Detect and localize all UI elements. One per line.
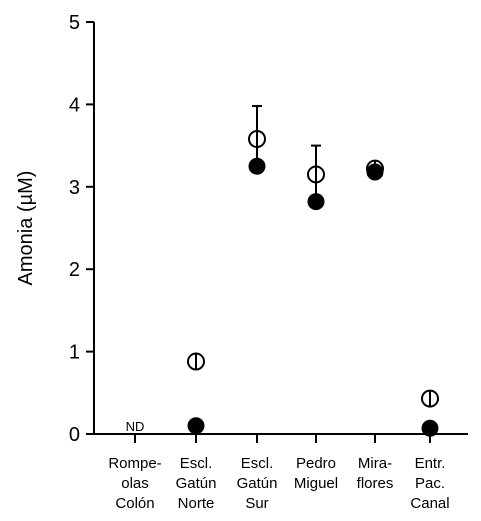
y-tick-label: 3 [69, 177, 80, 199]
y-ticks: 0 1 2 3 4 5 [69, 12, 94, 446]
y-tick-label: 2 [69, 259, 80, 281]
data-points [187, 130, 439, 437]
x-tick-label: Gatún [237, 475, 278, 492]
x-tick-label: Rompe- [108, 455, 161, 472]
x-tick-label: Escl. [241, 455, 274, 472]
x-tick-label: Norte [178, 495, 215, 512]
filled-circle-point [307, 193, 325, 211]
filled-circle-point [187, 417, 205, 435]
filled-circle-point [421, 419, 439, 437]
x-tick-label: Pedro [296, 455, 336, 472]
nd-annotation: ND [126, 419, 145, 434]
y-tick-label: 1 [69, 342, 80, 364]
x-tick-label: flores [357, 475, 394, 492]
x-tick-label: Canal [410, 495, 449, 512]
x-tick-label: Pac. [415, 475, 445, 492]
annotations: ND [126, 419, 145, 434]
y-tick-label: 0 [69, 424, 80, 446]
y-tick-label: 4 [69, 94, 80, 116]
x-tick-label: Gatún [176, 475, 217, 492]
y-tick-label: 5 [69, 12, 80, 34]
x-tick-label: Miguel [294, 475, 338, 492]
x-tick-label: Entr. [415, 455, 446, 472]
x-tick-label: olas [121, 475, 149, 492]
x-tick-label: Mira- [358, 455, 392, 472]
y-axis-label: Amonia (µM) [15, 171, 37, 286]
x-tick-label: Colón [115, 495, 154, 512]
axes [93, 22, 468, 435]
filled-circle-point [248, 157, 266, 175]
x-tick-label: Sur [245, 495, 268, 512]
x-tick-label: Escl. [180, 455, 213, 472]
filled-circle-point [366, 163, 384, 181]
x-ticks: Rompe-olas Colón Escl. Gatún Norte Escl. Gatún… [108, 434, 450, 512]
error-bars [191, 105, 435, 403]
